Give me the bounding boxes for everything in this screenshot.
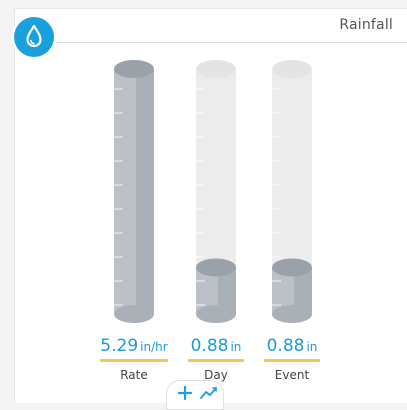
gauge-label-rate: Rate bbox=[120, 368, 148, 382]
gauge-rate bbox=[114, 60, 154, 323]
gauge-event bbox=[272, 60, 312, 323]
card-title: Rainfall bbox=[339, 17, 393, 33]
gauge-value-day: 0.88 in bbox=[171, 336, 261, 356]
value-unit: in bbox=[230, 340, 242, 354]
value-number: 0.88 bbox=[266, 336, 305, 356]
gauge-value-rate: 5.29 in/hr bbox=[89, 336, 179, 356]
value-number: 5.29 bbox=[100, 336, 139, 356]
gauge-label-day: Day bbox=[204, 368, 228, 382]
value-unit: in bbox=[306, 340, 318, 354]
header-divider bbox=[15, 42, 407, 43]
add-icon[interactable] bbox=[174, 384, 196, 402]
value-underline bbox=[100, 359, 168, 362]
value-underline bbox=[264, 359, 320, 362]
gauge-day bbox=[196, 60, 236, 323]
gauge-level-event bbox=[272, 258, 312, 323]
gauge-value-event: 0.88 in bbox=[247, 336, 337, 356]
gauge-label-event: Event bbox=[274, 368, 310, 382]
water-drop-icon bbox=[14, 17, 54, 57]
trend-chart-icon[interactable] bbox=[198, 384, 220, 402]
value-unit: in/hr bbox=[140, 340, 168, 354]
gauge-level-day bbox=[196, 258, 236, 323]
gauge-level-rate bbox=[114, 60, 154, 323]
value-number: 0.88 bbox=[190, 336, 229, 356]
tube-top bbox=[272, 60, 312, 78]
footer-tab bbox=[166, 380, 224, 410]
value-underline bbox=[188, 359, 244, 362]
tube-top bbox=[196, 60, 236, 78]
